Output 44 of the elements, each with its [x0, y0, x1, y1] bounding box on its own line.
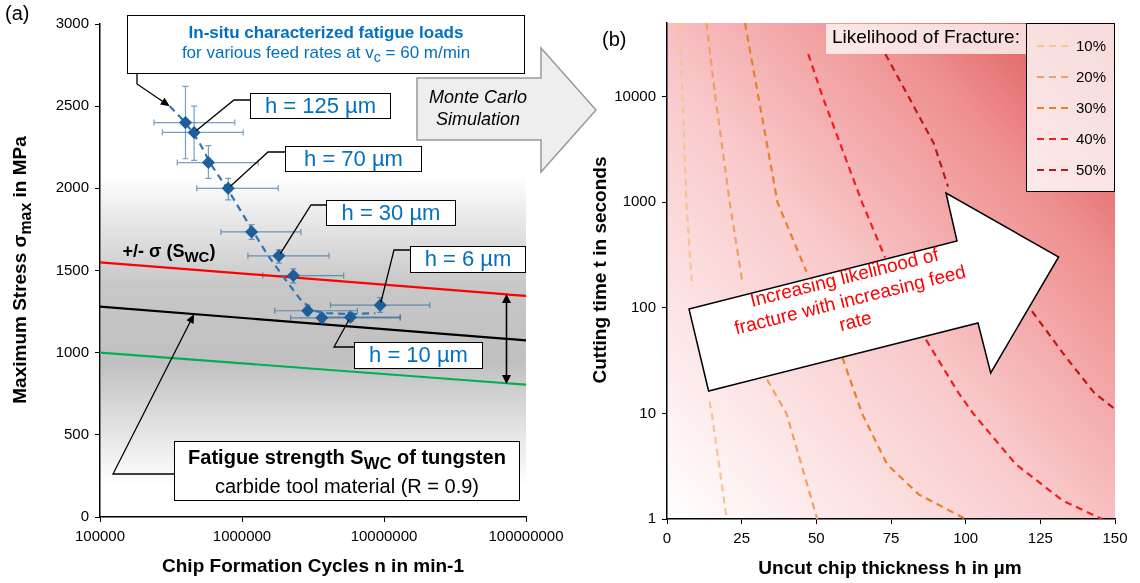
y-tick-label: 0	[80, 507, 89, 525]
y-tick-label: 3000	[55, 14, 89, 32]
x-tick-label: 100	[953, 529, 979, 547]
annotation: Increasing likelihood of fracture with increasing feed rate	[731, 243, 969, 340]
chart-title: (a)	[5, 2, 30, 25]
y-tick-label: 1	[647, 509, 656, 527]
x-tick-label: 100000	[74, 527, 126, 545]
annotation: h = 30 µm	[341, 199, 441, 227]
y-tick-label: 2000	[55, 178, 89, 196]
annotation: +/- σ (S$_{WC}$)	[122, 240, 216, 266]
y-tick-label: 100	[630, 298, 656, 316]
annotation: Monte Carlo Simulation	[428, 87, 528, 131]
x-tick-label: 10000000	[350, 527, 418, 545]
y-tick-label: 10000	[614, 86, 656, 104]
x-tick-label: 75	[882, 529, 900, 547]
annotation: h = 70 µm	[304, 145, 403, 173]
annotation: h = 125 µm	[264, 92, 377, 120]
y-tick-label: 1000	[55, 342, 89, 360]
annotation: h = 10 µm	[369, 342, 468, 369]
x-tick-label: 125	[1027, 529, 1053, 547]
y-axis-title: Cutting time t in seconds	[589, 156, 611, 384]
y-tick-label: 2500	[55, 96, 89, 114]
legend-label: 40%	[1075, 130, 1106, 147]
x-tick-label: 150	[1102, 529, 1128, 547]
x-tick-label: 1000000	[212, 527, 272, 545]
x-tick-label: 100000000	[488, 527, 564, 545]
legend-label: 10%	[1075, 37, 1106, 54]
y-tick-label: 10	[639, 403, 656, 421]
x-tick-label: 0	[662, 529, 672, 547]
legend-label: 30%	[1075, 99, 1106, 116]
legend-title: Likelihood of Fracture:	[825, 24, 1026, 54]
y-tick-label: 1500	[55, 260, 89, 278]
chart-title: (b)	[602, 28, 627, 51]
y-tick-label: 500	[63, 424, 89, 442]
annotation: h = 6 µm	[424, 246, 512, 273]
x-axis-title: Chip Formation Cycles n in min-1	[162, 555, 464, 577]
x-tick-label: 50	[807, 529, 825, 547]
x-axis-title: Uncut chip thickness h in µm	[758, 557, 1022, 579]
y-tick-label: 1000	[622, 192, 656, 210]
annotation: Fatigue strength S$_{WC}$ of tungsten carbide tool material (R = 0.9)	[188, 444, 506, 498]
legend-label: 50%	[1075, 161, 1106, 178]
x-tick-label: 25	[733, 529, 751, 547]
legend-label: 20%	[1075, 68, 1106, 85]
annotation: In-situ characterized fatigue loads for various feed rates at v$_{c}$ = 60 m/min	[181, 22, 471, 67]
